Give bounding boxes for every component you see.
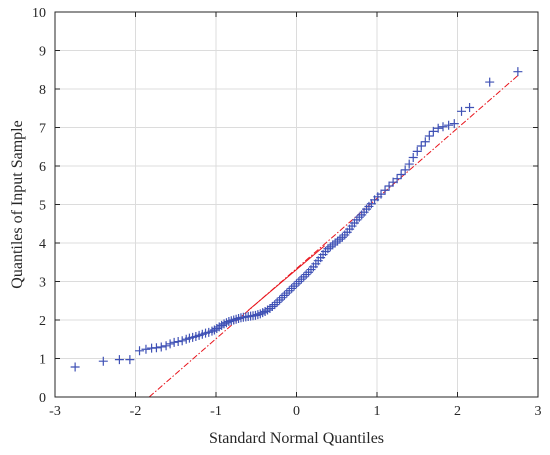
data-point xyxy=(224,317,234,327)
data-point xyxy=(169,337,179,347)
data-point xyxy=(328,240,338,250)
grid xyxy=(55,12,538,397)
data-point xyxy=(465,102,475,112)
y-tick-label: 4 xyxy=(39,237,46,252)
data-point xyxy=(408,153,418,163)
x-tick-label: 2 xyxy=(454,404,461,419)
data-point xyxy=(279,290,289,300)
axis-ticks xyxy=(54,11,539,398)
data-point xyxy=(275,295,285,305)
y-tick-label: 2 xyxy=(39,314,46,329)
data-point xyxy=(400,165,410,175)
data-point xyxy=(284,286,294,296)
data-point xyxy=(376,189,386,199)
y-tick-label: 8 xyxy=(39,83,46,98)
data-point xyxy=(270,300,280,310)
reference-line xyxy=(148,75,519,398)
y-tick-label: 9 xyxy=(39,45,46,60)
data-point xyxy=(287,283,297,293)
data-point xyxy=(380,185,390,195)
y-axis-title: Quantiles of Input Sample xyxy=(9,120,26,288)
data-point xyxy=(231,314,241,324)
data-point xyxy=(325,242,335,252)
data-point xyxy=(485,77,495,87)
data-point xyxy=(428,126,438,136)
data-point xyxy=(420,137,430,147)
x-tick-label: -3 xyxy=(49,404,61,419)
y-tick-label: 6 xyxy=(39,160,46,175)
reference-line-fit xyxy=(247,245,325,311)
data-point xyxy=(296,274,306,284)
x-tick-labels: -3 -2 -1 0 1 2 3 xyxy=(49,404,541,419)
data-point xyxy=(438,122,448,132)
data-point xyxy=(449,119,459,129)
data-point xyxy=(125,355,135,365)
x-tick-label: 1 xyxy=(374,404,381,419)
data-point xyxy=(404,159,414,169)
data-point xyxy=(384,181,394,191)
y-tick-label: 1 xyxy=(39,353,46,368)
data-point xyxy=(335,234,345,244)
data-point xyxy=(337,232,347,242)
y-tick-labels: 0 1 2 3 4 5 6 7 8 9 10 xyxy=(32,6,46,406)
x-axis-title: Standard Normal Quantiles xyxy=(209,430,384,447)
data-point xyxy=(301,270,311,280)
data-point xyxy=(156,342,166,352)
data-point xyxy=(396,169,406,179)
data-point xyxy=(177,336,187,346)
data-point xyxy=(70,362,80,372)
x-tick-label: 0 xyxy=(293,404,300,419)
data-point xyxy=(277,293,287,303)
data-point xyxy=(444,120,454,130)
data-point xyxy=(255,309,265,319)
y-tick-label: 7 xyxy=(39,122,46,137)
data-point xyxy=(234,313,244,323)
y-tick-label: 10 xyxy=(32,6,46,21)
data-point xyxy=(294,277,304,286)
x-tick-label: -1 xyxy=(210,404,222,419)
data-point xyxy=(292,279,301,289)
y-tick-label: 3 xyxy=(39,276,46,291)
data-point xyxy=(392,174,402,184)
reference-line-extended xyxy=(148,75,519,398)
data-point xyxy=(141,344,151,354)
data-point xyxy=(135,346,145,356)
data-points xyxy=(70,67,523,372)
data-point xyxy=(433,123,443,133)
data-point xyxy=(272,297,282,307)
data-point xyxy=(299,272,309,282)
data-point xyxy=(333,236,343,246)
data-point xyxy=(282,288,292,298)
data-point xyxy=(151,343,161,353)
data-point xyxy=(412,146,422,156)
data-point xyxy=(457,106,467,116)
data-point xyxy=(165,339,175,349)
y-tick-label: 0 xyxy=(39,391,46,406)
data-point xyxy=(424,131,434,141)
data-point xyxy=(289,281,299,291)
data-point xyxy=(173,337,183,347)
x-tick-label: 3 xyxy=(535,404,542,419)
x-tick-label: -2 xyxy=(130,404,142,419)
data-point xyxy=(114,355,124,365)
data-point xyxy=(416,141,426,151)
data-point xyxy=(98,356,108,366)
data-point xyxy=(513,67,523,77)
data-point xyxy=(330,238,340,248)
y-tick-label: 5 xyxy=(39,199,46,214)
data-point xyxy=(161,341,171,351)
